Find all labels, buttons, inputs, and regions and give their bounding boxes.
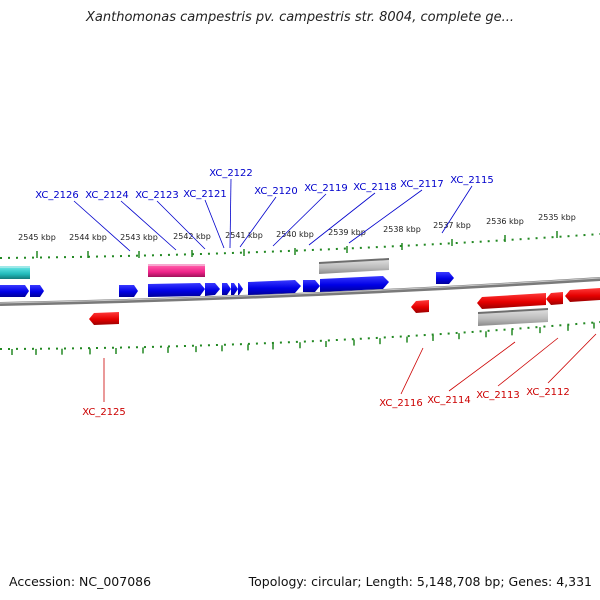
ruler-tick-label: 2538 kbp bbox=[383, 225, 421, 234]
gene-label[interactable]: XC_2120 bbox=[254, 186, 298, 197]
gene-label[interactable]: XC_2123 bbox=[135, 190, 179, 201]
ruler-tick-label: 2543 kbp bbox=[120, 233, 158, 242]
gene-forward-xc2118[interactable] bbox=[320, 276, 389, 292]
gene-leader-line bbox=[229, 178, 232, 249]
gene-label[interactable]: XC_2124 bbox=[85, 190, 129, 201]
gene-reverse-xc2113[interactable] bbox=[546, 292, 563, 305]
gene-forward-xc2119[interactable] bbox=[303, 280, 320, 292]
gene-label[interactable]: XC_2121 bbox=[183, 189, 227, 200]
accession-label: Accession: NC_007086 bbox=[9, 574, 152, 589]
genome-backbone-highlight bbox=[0, 277, 600, 304]
gene-forward-xc2122c[interactable] bbox=[238, 283, 243, 295]
forward-gene-callouts: XC_2126 XC_2124 XC_2123 XC_2121XC_2122XC_21… bbox=[35, 168, 494, 252]
gene-forward-xc2122a[interactable] bbox=[222, 283, 231, 295]
gene-leader-line bbox=[204, 199, 225, 249]
ruler-tick-label: 2544 kbp bbox=[69, 233, 107, 242]
map-title: Xanthomonas campestris pv. campestris st… bbox=[86, 10, 514, 25]
gene-leader-line bbox=[120, 200, 177, 251]
gene-label[interactable]: XC_2112 bbox=[526, 387, 570, 398]
gene-forward-xc2122b[interactable] bbox=[231, 283, 238, 295]
gene-label[interactable]: XC_2119 bbox=[304, 183, 348, 194]
feature-gray-bottom[interactable] bbox=[478, 308, 548, 326]
gene-reverse-xc2116[interactable] bbox=[411, 300, 429, 313]
gene-label[interactable]: XC_2126 bbox=[35, 190, 79, 201]
gene-label[interactable]: XC_2114 bbox=[427, 395, 471, 406]
ruler-tick-label: 2537 kbp bbox=[433, 221, 471, 230]
reverse-gene-callouts: XC_2125 XC_2116 XC_2114 XC_2113 XC_2112 bbox=[82, 333, 597, 418]
ruler-tick-label: 2535 kbp bbox=[538, 213, 576, 222]
gene-label[interactable]: XC_2116 bbox=[379, 398, 423, 409]
genome-backbone bbox=[0, 277, 600, 306]
gene-leader-line bbox=[441, 185, 473, 234]
gene-forward-xc2120[interactable] bbox=[248, 280, 301, 295]
cds-pink[interactable] bbox=[148, 264, 205, 277]
ruler-inner-ticks bbox=[11, 322, 595, 355]
gene-leader-line bbox=[239, 196, 277, 248]
gene-leader-line bbox=[448, 341, 516, 392]
gene-label[interactable]: XC_2113 bbox=[476, 390, 520, 401]
gene-label[interactable]: XC_2115 bbox=[450, 175, 494, 186]
gene-leader-line bbox=[497, 337, 559, 387]
gene-forward-xc2123[interactable] bbox=[148, 283, 205, 297]
gene-leader-line bbox=[73, 200, 131, 252]
gene-label[interactable]: XC_2118 bbox=[353, 182, 397, 193]
feature-gray-top[interactable] bbox=[319, 258, 389, 274]
ruler-tick-label: 2540 kbp bbox=[276, 230, 314, 239]
gene-label[interactable]: XC_2125 bbox=[82, 407, 126, 418]
gene-forward-xc2126[interactable] bbox=[0, 285, 29, 297]
gene-forward-xc2115[interactable] bbox=[436, 272, 454, 284]
ruler-tick-labels: 2545 kbp 2544 kbp 2543 kbp 2542 kbp 2541 kbp… bbox=[18, 213, 576, 242]
gene-leader-line bbox=[272, 193, 327, 247]
gene-leader-line bbox=[400, 347, 424, 395]
gene-leader-line bbox=[156, 200, 206, 250]
ruler-tick-label: 2541 kbp bbox=[225, 231, 263, 240]
gene-leader-line bbox=[308, 192, 376, 246]
gene-label[interactable]: XC_2117 bbox=[400, 179, 444, 190]
ruler-tick-label: 2545 kbp bbox=[18, 233, 56, 242]
gene-reverse-xc2112[interactable] bbox=[565, 288, 600, 302]
gene-forward-xc2124[interactable] bbox=[119, 285, 138, 297]
gene-leader-line bbox=[348, 189, 423, 244]
ruler-tick-label: 2536 kbp bbox=[486, 217, 524, 226]
ruler-tick-label: 2539 kbp bbox=[328, 228, 366, 237]
gene-forward-small-a[interactable] bbox=[30, 285, 44, 297]
gene-leader-line bbox=[547, 333, 597, 384]
gene-reverse-xc2125[interactable] bbox=[89, 312, 119, 325]
genome-summary: Topology: circular; Length: 5,148,708 bp… bbox=[248, 574, 592, 589]
cds-cyan[interactable] bbox=[0, 266, 30, 279]
gene-label[interactable]: XC_2122 bbox=[209, 168, 253, 179]
gene-reverse-xc2114[interactable] bbox=[477, 293, 546, 309]
ruler-major-ticks bbox=[36, 231, 558, 258]
gene-forward-xc2121[interactable] bbox=[205, 283, 220, 296]
